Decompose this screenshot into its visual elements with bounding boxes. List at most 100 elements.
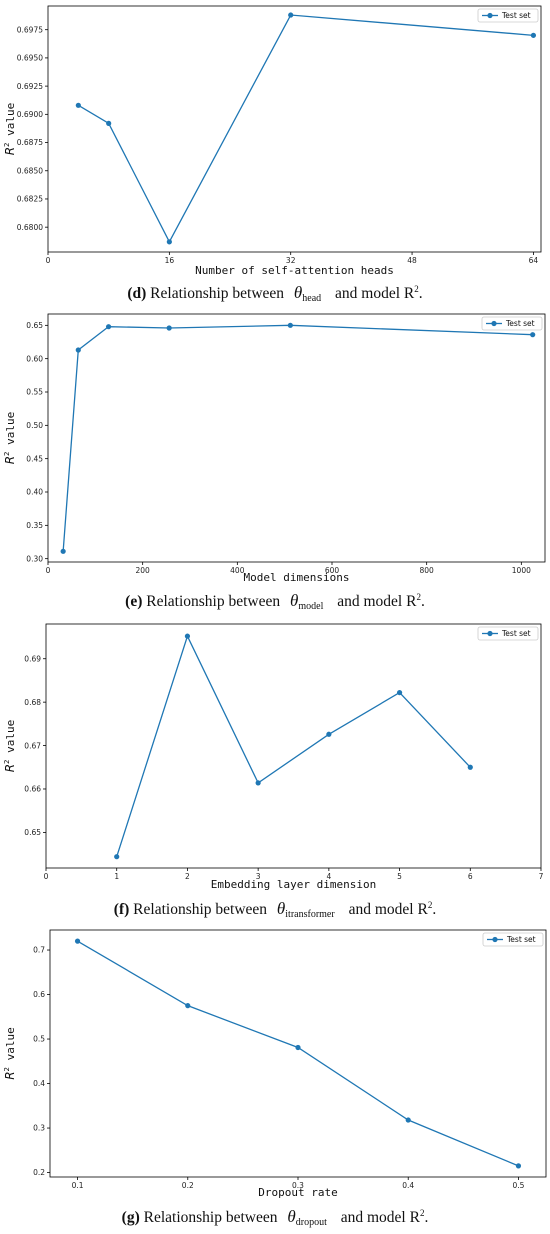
x-tick-label: 16 — [165, 256, 175, 265]
x-tick-label: 0.5 — [512, 1181, 524, 1190]
caption-d: (d) Relationship between θhead and model… — [0, 283, 550, 304]
data-point — [405, 1117, 411, 1123]
line-chart-f: 0 1 2 3 4 5 6 7 0.65 0.66 0.67 0.68 0.69 Embedding la… — [3, 623, 544, 891]
legend-marker — [487, 630, 493, 637]
theta-subscript: itransformer — [285, 909, 335, 920]
x-tick-label: 1 — [114, 872, 119, 881]
series-line-test-set — [78, 14, 534, 244]
y-axis-title: R2 value — [3, 103, 17, 156]
legend-box — [477, 626, 539, 641]
x-axis-title: Model dimensions — [244, 571, 350, 584]
caption-text: Relationship between — [143, 1209, 278, 1226]
caption-superscript: 2 — [419, 1207, 425, 1218]
x-tick-label: 0.4 — [402, 1181, 414, 1190]
y-tick-label: 0.66 — [24, 785, 41, 794]
series-line-test-set — [62, 324, 533, 552]
x-tick-label: 200 — [136, 566, 151, 575]
caption-text-after: and model R — [348, 901, 428, 918]
data-point — [75, 347, 81, 353]
plot-frame — [49, 929, 547, 1178]
y-tick-label: 0.5 — [33, 1035, 45, 1044]
x-tick-label: 0.2 — [182, 1181, 194, 1190]
x-axis-title: Dropout rate — [258, 1186, 337, 1199]
x-tick-label: 0 — [44, 872, 49, 881]
x-tick-label: 0 — [46, 256, 51, 265]
y-tick-label: 0.6850 — [17, 166, 43, 175]
caption-text-after: and model R — [335, 285, 415, 302]
caption-g: (g) Relationship between θdropout and mo… — [0, 1207, 550, 1228]
data-point — [326, 731, 332, 737]
theta-subscript: model — [298, 601, 324, 612]
y-tick-label: 0.6 — [33, 990, 45, 999]
y-tick-label: 0.67 — [24, 741, 41, 750]
y-tick-label: 0.69 — [24, 654, 41, 663]
theta-subscript: dropout — [295, 1217, 327, 1228]
caption-superscript: 2 — [416, 591, 421, 602]
legend-label: Test set — [501, 11, 531, 20]
y-tick-label: 0.65 — [26, 321, 43, 330]
y-tick-label: 0.3 — [33, 1124, 45, 1133]
x-tick-label: 64 — [529, 256, 539, 265]
x-tick-label: 7 — [539, 872, 544, 881]
y-tick-label: 0.35 — [26, 521, 43, 530]
legend-box — [481, 316, 543, 331]
caption-superscript: 2 — [414, 283, 419, 294]
theta-symbol: θ — [276, 899, 286, 918]
y-tick-label: 0.68 — [24, 698, 41, 707]
caption-label: (f) — [113, 901, 130, 918]
line-chart-e: 0 200 400 600 800 1000 0.30 0.35 0.40 0.45 0.50 0.5… — [3, 313, 546, 584]
theta-symbol: θ — [293, 283, 303, 302]
caption-e: (e) Relationship between θmodel and mode… — [0, 591, 550, 612]
x-axis-title: Embedding layer dimension — [211, 878, 377, 891]
y-tick-label: 0.7 — [33, 946, 45, 955]
data-point — [166, 325, 172, 331]
data-point — [114, 854, 120, 860]
caption-label: (e) — [125, 593, 143, 610]
data-point — [515, 1163, 522, 1169]
y-tick-label: 0.6975 — [17, 25, 43, 34]
x-tick-label: 5 — [397, 872, 402, 881]
x-tick-label: 6 — [468, 872, 473, 881]
y-tick-label: 0.45 — [26, 454, 43, 463]
chart-panel-e: 0 200 400 600 800 1000 0.30 0.35 0.40 0.45 0.50 0.5… — [0, 308, 550, 616]
x-tick-label: 0.1 — [72, 1181, 84, 1190]
caption-text: Relationship between — [150, 285, 285, 302]
data-point — [255, 780, 261, 786]
chart-panel-f: 0 1 2 3 4 5 6 7 0.65 0.66 0.67 0.68 0.69 Embedding la… — [0, 616, 550, 924]
y-tick-label: 0.50 — [26, 421, 43, 430]
y-tick-label: 0.6875 — [17, 138, 43, 147]
series-line-test-set — [116, 634, 471, 857]
data-point — [184, 633, 191, 639]
plot-frame — [47, 313, 546, 563]
legend-marker — [492, 936, 498, 943]
plot-frame — [47, 5, 542, 253]
data-point — [185, 1003, 191, 1009]
line-chart-g: 0.1 0.2 0.3 0.4 0.5 0.2 0.3 0.4 0.5 0.6 0.7 Dropout… — [3, 929, 547, 1199]
chart-panel-g: 0.1 0.2 0.3 0.4 0.5 0.2 0.3 0.4 0.5 0.6 0.7 Dropout… — [0, 924, 550, 1234]
x-tick-label: 3 — [256, 872, 261, 881]
data-point — [75, 102, 81, 108]
x-tick-label: 2 — [185, 872, 190, 881]
x-axis-title: Number of self-attention heads — [195, 264, 394, 277]
data-point — [295, 1044, 301, 1051]
data-point — [396, 689, 403, 696]
caption-end: . — [424, 1209, 429, 1226]
x-tick-label: 0.3 — [292, 1181, 304, 1190]
line-chart-d: 0 16 32 48 64 0.6800 0.6825 0.6850 0.6875 0.6900 0… — [3, 5, 542, 277]
y-axis-title: R2 value — [3, 1027, 17, 1080]
caption-superscript: 2 — [427, 899, 433, 910]
x-tick-label: 48 — [407, 256, 417, 265]
caption-text: Relationship between — [146, 593, 281, 610]
y-tick-label: 0.6800 — [17, 223, 43, 232]
data-point — [106, 120, 112, 126]
theta-subscript: head — [302, 293, 322, 304]
data-point — [166, 239, 172, 245]
caption-label: (g) — [121, 1209, 140, 1226]
y-axis-title: R2 value — [3, 412, 17, 465]
x-tick-label: 800 — [420, 566, 435, 575]
data-point — [105, 324, 112, 330]
theta-symbol: θ — [287, 1207, 296, 1226]
caption-f: (f) Relationship between θitransformer a… — [0, 899, 550, 920]
caption-end: . — [418, 285, 423, 302]
y-tick-label: 0.55 — [26, 388, 43, 397]
